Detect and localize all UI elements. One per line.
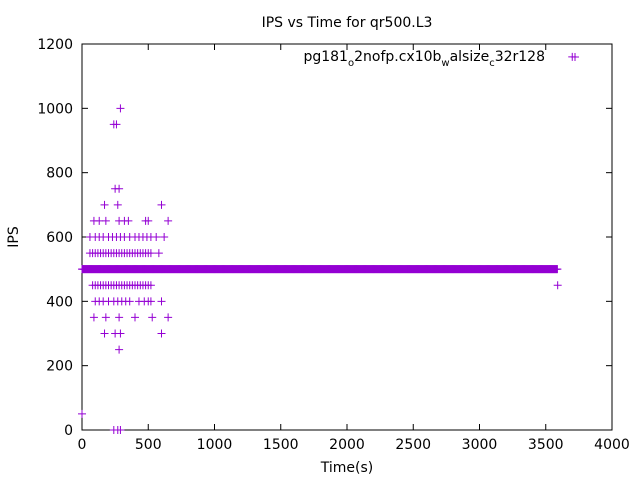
x-tick-label: 4000 bbox=[594, 437, 630, 453]
data-point bbox=[113, 200, 122, 209]
legend-label-part: alsize bbox=[450, 49, 490, 65]
data-point bbox=[112, 120, 121, 129]
y-tick-label: 800 bbox=[46, 166, 73, 182]
data-point bbox=[89, 313, 98, 322]
data-points bbox=[78, 52, 577, 434]
data-point bbox=[101, 313, 110, 322]
data-point bbox=[553, 265, 562, 274]
data-point bbox=[116, 104, 125, 113]
data-point bbox=[164, 216, 173, 225]
data-point bbox=[131, 313, 139, 322]
y-tick-label: 400 bbox=[46, 294, 73, 310]
y-tick-label: 200 bbox=[46, 359, 73, 375]
data-point bbox=[115, 345, 124, 354]
data-point bbox=[157, 329, 166, 338]
legend: pg181o2nofp.cx10bwalsizec32r128 bbox=[303, 49, 579, 69]
data-point bbox=[164, 313, 173, 322]
y-tick-label: 600 bbox=[46, 230, 73, 246]
data-point bbox=[116, 329, 125, 338]
legend-marker bbox=[571, 53, 579, 61]
legend-marker-symbol bbox=[571, 53, 579, 61]
x-tick-label: 1000 bbox=[197, 437, 233, 453]
data-point bbox=[157, 297, 166, 306]
data-point bbox=[124, 216, 133, 225]
x-tick-label: 3500 bbox=[528, 437, 564, 453]
data-point bbox=[160, 233, 169, 241]
x-tick-label: 2500 bbox=[395, 437, 431, 453]
data-point bbox=[157, 200, 166, 209]
data-point bbox=[78, 409, 86, 418]
axis-ticks: 0 500 1000 1500 2000 2500 3000 3500 4000 0 200 400 6… bbox=[37, 37, 629, 453]
data-point bbox=[146, 249, 155, 258]
legend-label-part: 2nofp.cx10b bbox=[354, 49, 441, 65]
data-point bbox=[115, 313, 124, 322]
legend-label-part: pg181 bbox=[303, 49, 348, 65]
data-point bbox=[154, 249, 163, 258]
x-axis-label: Time(s) bbox=[320, 460, 373, 476]
data-point bbox=[144, 216, 153, 225]
legend-label-sub: w bbox=[441, 58, 449, 69]
data-point bbox=[125, 297, 134, 306]
x-tick-label: 1500 bbox=[263, 437, 299, 453]
chart-title: IPS vs Time for qr500.L3 bbox=[262, 15, 433, 31]
y-tick-label: 0 bbox=[64, 423, 73, 439]
data-point bbox=[101, 216, 110, 225]
y-tick-label: 1000 bbox=[37, 101, 73, 117]
data-point bbox=[146, 281, 155, 290]
x-tick-label: 2000 bbox=[329, 437, 365, 453]
data-point bbox=[152, 233, 161, 241]
y-axis-label: IPS bbox=[6, 226, 22, 248]
data-point bbox=[100, 200, 109, 209]
data-point bbox=[116, 426, 125, 434]
data-point bbox=[553, 281, 562, 290]
x-tick-label: 3000 bbox=[462, 437, 498, 453]
data-point bbox=[115, 184, 124, 193]
x-tick-label: 0 bbox=[78, 437, 87, 453]
legend-label-part: 32r128 bbox=[495, 49, 545, 65]
legend-label-sub: c bbox=[489, 58, 495, 69]
data-point bbox=[146, 297, 155, 306]
data-point bbox=[100, 329, 109, 338]
x-tick-label: 500 bbox=[135, 437, 162, 453]
legend-label-sub: o bbox=[348, 58, 354, 69]
data-point bbox=[148, 313, 157, 322]
y-tick-label: 1200 bbox=[37, 37, 73, 53]
legend-label: pg181o2nofp.cx10bwalsizec32r128 bbox=[303, 49, 545, 69]
